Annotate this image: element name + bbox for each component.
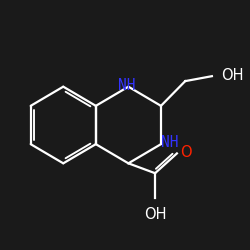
Text: NH: NH <box>118 78 136 93</box>
Text: OH: OH <box>144 206 167 222</box>
Text: O: O <box>180 145 192 160</box>
Text: NH: NH <box>161 136 178 150</box>
Text: OH: OH <box>222 68 244 83</box>
